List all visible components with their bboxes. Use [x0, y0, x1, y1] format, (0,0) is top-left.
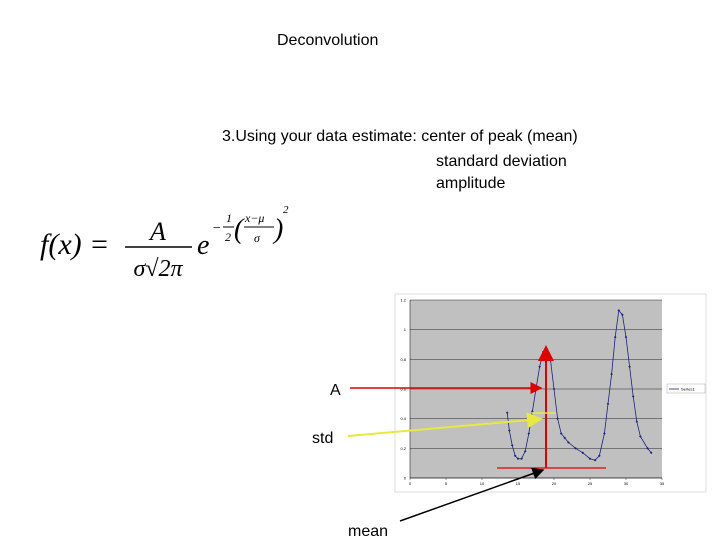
annotation-label: A [330, 382, 341, 399]
point [523, 450, 527, 453]
point [567, 441, 570, 444]
formula-numerator: A [148, 217, 166, 246]
point [581, 451, 585, 455]
legend-label: Series1 [681, 387, 695, 392]
text-line: 3.Using your data estimate: center of pe… [222, 128, 578, 145]
point [556, 417, 559, 420]
point [513, 454, 517, 458]
point [631, 395, 635, 398]
point [598, 454, 601, 458]
y-tick-label: 0.4 [400, 416, 406, 421]
point [574, 447, 577, 450]
point [606, 402, 610, 406]
point [510, 444, 514, 447]
y-tick-label: 0.6 [400, 387, 406, 392]
x-tick-label: 20 [552, 481, 557, 486]
x-tick-label: 30 [624, 481, 629, 486]
y-tick-label: 1 [404, 327, 407, 332]
exp-num: 1 [226, 211, 232, 225]
point [559, 432, 563, 435]
point [617, 309, 621, 312]
point [552, 387, 556, 391]
inner-den: σ [254, 231, 261, 245]
text-line: amplitude [436, 175, 505, 192]
x-tick-label: 35 [660, 481, 665, 486]
point [610, 372, 613, 376]
annotations: A std mean [312, 345, 606, 540]
point [538, 365, 541, 369]
point [516, 457, 520, 461]
point [649, 451, 653, 455]
point [635, 420, 639, 423]
y-tick-label: 0.8 [400, 357, 406, 362]
x-tick-label: 5 [445, 481, 448, 486]
point [593, 458, 597, 462]
y-tick-label: 0.2 [400, 446, 406, 451]
point [646, 447, 649, 450]
x-tick-label: 25 [588, 481, 593, 486]
slide-title: Deconvolution [277, 32, 378, 49]
exp-sign: − [212, 221, 221, 236]
mean-arrow [399, 467, 545, 522]
x-tick-label: 10 [480, 481, 485, 486]
paren: ( [234, 214, 245, 245]
x-tick-label: 0 [409, 481, 412, 486]
formula-base: e [197, 230, 209, 261]
formula-denominator: σ√2π [133, 256, 183, 282]
text-line: standard deviation [436, 153, 567, 170]
point [613, 335, 617, 339]
point [621, 313, 624, 317]
point [505, 411, 509, 415]
point [527, 432, 531, 435]
point [588, 457, 592, 461]
power: 2 [283, 204, 289, 216]
paren: ) [272, 214, 283, 245]
formula-lhs: f(x) = [40, 228, 109, 261]
x-tick-label: 15 [516, 481, 521, 486]
y-tick-label: 1.2 [400, 298, 406, 303]
point [639, 435, 642, 438]
point [520, 457, 523, 461]
point [531, 409, 534, 413]
formula: f(x) = A σ√2π e − 1 2 ( x−μ σ ) 2 [40, 204, 289, 282]
std-arrow [347, 412, 543, 437]
point [624, 335, 628, 339]
point [628, 365, 631, 369]
y-tick-label: 0 [404, 476, 407, 481]
point [603, 432, 606, 435]
point [563, 436, 567, 440]
annotation-label: mean [348, 523, 388, 540]
exp-den: 2 [225, 230, 231, 244]
legend-box [666, 383, 706, 394]
point [508, 429, 511, 432]
inner-num: x−μ [244, 211, 264, 225]
annotation-label: std [312, 430, 333, 447]
